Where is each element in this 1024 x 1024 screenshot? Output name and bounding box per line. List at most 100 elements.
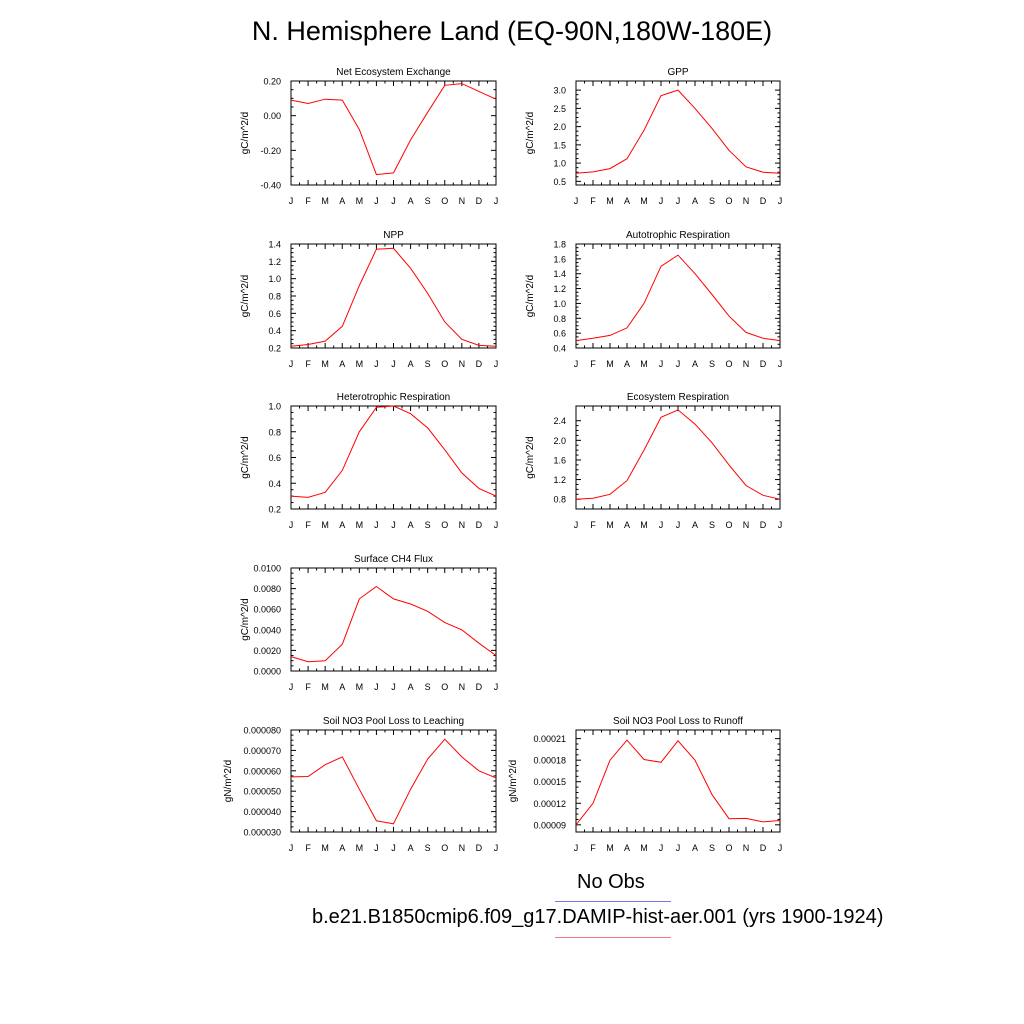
y-tick-label: 0.0060 — [253, 605, 281, 615]
x-tick-label: A — [692, 359, 698, 369]
x-tick-label: J — [574, 196, 579, 206]
panel-title: Soil NO3 Pool Loss to Leaching — [323, 716, 464, 727]
y-tick-label: 1.0 — [553, 159, 566, 169]
x-tick-label: F — [305, 682, 311, 692]
x-tick-label: J — [289, 682, 294, 692]
x-tick-label: O — [725, 520, 732, 530]
y-axis-label: gC/m^2/d — [240, 436, 251, 479]
x-tick-label: A — [624, 843, 630, 853]
x-tick-label: J — [676, 843, 681, 853]
x-tick-label: J — [391, 843, 396, 853]
y-tick-label: 2.0 — [553, 122, 566, 132]
x-tick-label: F — [590, 520, 596, 530]
x-tick-label: O — [441, 843, 448, 853]
x-tick-label: D — [760, 843, 767, 853]
legend-line-obs — [555, 901, 671, 902]
x-tick-label: A — [624, 359, 630, 369]
x-tick-label: J — [374, 843, 379, 853]
y-tick-label: 0.0100 — [253, 564, 281, 574]
plot-frame — [575, 405, 781, 510]
y-tick-label: 0.8 — [268, 427, 281, 437]
y-tick-label: 0.4 — [268, 326, 281, 336]
x-tick-label: M — [606, 359, 614, 369]
x-tick-label: A — [408, 359, 414, 369]
x-tick-label: N — [459, 843, 466, 853]
plot-frame — [290, 243, 497, 349]
y-tick-label: 1.0 — [268, 402, 281, 412]
x-tick-label: M — [356, 843, 364, 853]
y-tick-label: 1.0 — [553, 299, 566, 309]
x-tick-label: J — [289, 843, 294, 853]
x-tick-label: J — [778, 196, 783, 206]
x-tick-label: D — [476, 359, 483, 369]
y-tick-label: 1.5 — [553, 140, 566, 150]
x-tick-label: J — [574, 359, 579, 369]
y-tick-label: 0.00 — [263, 111, 281, 121]
x-tick-label: M — [606, 843, 614, 853]
x-tick-label: D — [476, 520, 483, 530]
x-tick-label: J — [778, 359, 783, 369]
x-tick-label: A — [408, 843, 414, 853]
x-tick-label: S — [425, 843, 431, 853]
x-tick-label: S — [709, 520, 715, 530]
x-tick-label: M — [321, 359, 329, 369]
x-tick-label: M — [356, 520, 364, 530]
y-tick-label: 1.6 — [553, 455, 566, 465]
legend-line-model — [555, 937, 671, 938]
y-tick-label: 1.0 — [268, 274, 281, 284]
x-tick-label: S — [709, 843, 715, 853]
x-tick-label: D — [476, 682, 483, 692]
x-tick-label: S — [709, 196, 715, 206]
plot-frame — [575, 729, 781, 833]
y-tick-label: 2.0 — [553, 436, 566, 446]
y-axis-label: gC/m^2/d — [525, 436, 536, 479]
x-tick-label: M — [356, 682, 364, 692]
x-tick-label: M — [321, 843, 329, 853]
x-tick-label: M — [321, 520, 329, 530]
x-tick-label: J — [659, 359, 664, 369]
y-tick-label: 0.0080 — [253, 584, 281, 594]
x-tick-label: J — [659, 520, 664, 530]
panel-title: NPP — [383, 230, 404, 241]
y-tick-label: -0.20 — [260, 146, 281, 156]
x-tick-label: J — [391, 359, 396, 369]
y-tick-label: 0.000050 — [243, 787, 281, 797]
y-axis-label: gC/m^2/d — [240, 112, 251, 155]
x-tick-label: F — [305, 359, 311, 369]
y-tick-label: 0.00009 — [533, 820, 566, 830]
y-tick-label: 3.0 — [553, 86, 566, 96]
y-tick-label: 0.0040 — [253, 625, 281, 635]
y-tick-label: 1.8 — [553, 240, 566, 250]
y-tick-label: 1.4 — [553, 269, 566, 279]
x-tick-label: S — [425, 682, 431, 692]
x-tick-label: D — [476, 843, 483, 853]
panel-title: Surface CH4 Flux — [354, 554, 433, 565]
y-tick-label: 0.00015 — [533, 777, 566, 787]
y-tick-label: 0.8 — [553, 495, 566, 505]
y-tick-label: 1.6 — [553, 254, 566, 264]
x-tick-label: A — [408, 196, 414, 206]
series-line — [575, 89, 781, 174]
x-tick-label: J — [778, 843, 783, 853]
y-tick-label: 0.00012 — [533, 799, 566, 809]
y-axis-label: gC/m^2/d — [525, 112, 536, 155]
x-tick-label: M — [606, 520, 614, 530]
x-tick-label: N — [743, 359, 750, 369]
x-tick-label: J — [289, 520, 294, 530]
x-tick-label: A — [692, 843, 698, 853]
x-tick-label: J — [494, 359, 499, 369]
x-tick-label: N — [459, 682, 466, 692]
x-tick-label: A — [624, 520, 630, 530]
y-tick-label: -0.40 — [260, 181, 281, 191]
x-tick-label: A — [408, 682, 414, 692]
x-tick-label: J — [391, 520, 396, 530]
x-tick-label: M — [356, 359, 364, 369]
y-tick-label: 0.000040 — [243, 807, 281, 817]
series-line — [290, 83, 497, 176]
series-line — [290, 247, 497, 347]
plot-frame — [290, 729, 497, 833]
series-line — [290, 738, 497, 825]
